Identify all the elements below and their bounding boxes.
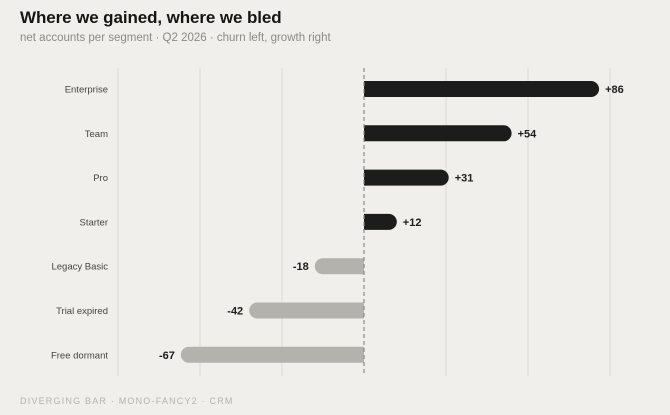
value-label: -18: [293, 261, 309, 273]
bar-negative: [314, 258, 364, 275]
value-label: +86: [605, 84, 624, 96]
value-label: +12: [403, 217, 422, 229]
category-label: Starter: [79, 217, 108, 228]
value-label: -42: [227, 306, 243, 318]
value-label: -67: [159, 350, 175, 362]
category-label: Trial expired: [56, 306, 108, 317]
chart-title: Where we gained, where we bled: [20, 8, 282, 27]
grid-layer: [117, 68, 611, 376]
bar-layer: [180, 81, 600, 363]
category-label: Enterprise: [65, 85, 108, 96]
value-label: +54: [518, 128, 538, 140]
bar-positive: [364, 169, 449, 186]
bar-negative: [249, 302, 364, 319]
category-label: Legacy Basic: [51, 262, 108, 273]
bar-positive: [364, 213, 397, 230]
bar-positive: [364, 81, 600, 97]
chart-subtitle: net accounts per segment · Q2 2026 · chu…: [20, 32, 331, 44]
category-label: Free dormant: [51, 350, 108, 361]
label-layer: Enterprise +86 Team +54 Pro +31 Starter +12 Lega…: [51, 84, 624, 362]
bar-positive: [364, 125, 512, 142]
value-label: +31: [455, 173, 474, 185]
chart-footer: DIVERGING BAR · MONO-FANCY2 · CRM: [20, 396, 234, 406]
category-label: Team: [85, 129, 108, 140]
bar-negative: [180, 346, 364, 363]
category-label: Pro: [93, 173, 108, 184]
